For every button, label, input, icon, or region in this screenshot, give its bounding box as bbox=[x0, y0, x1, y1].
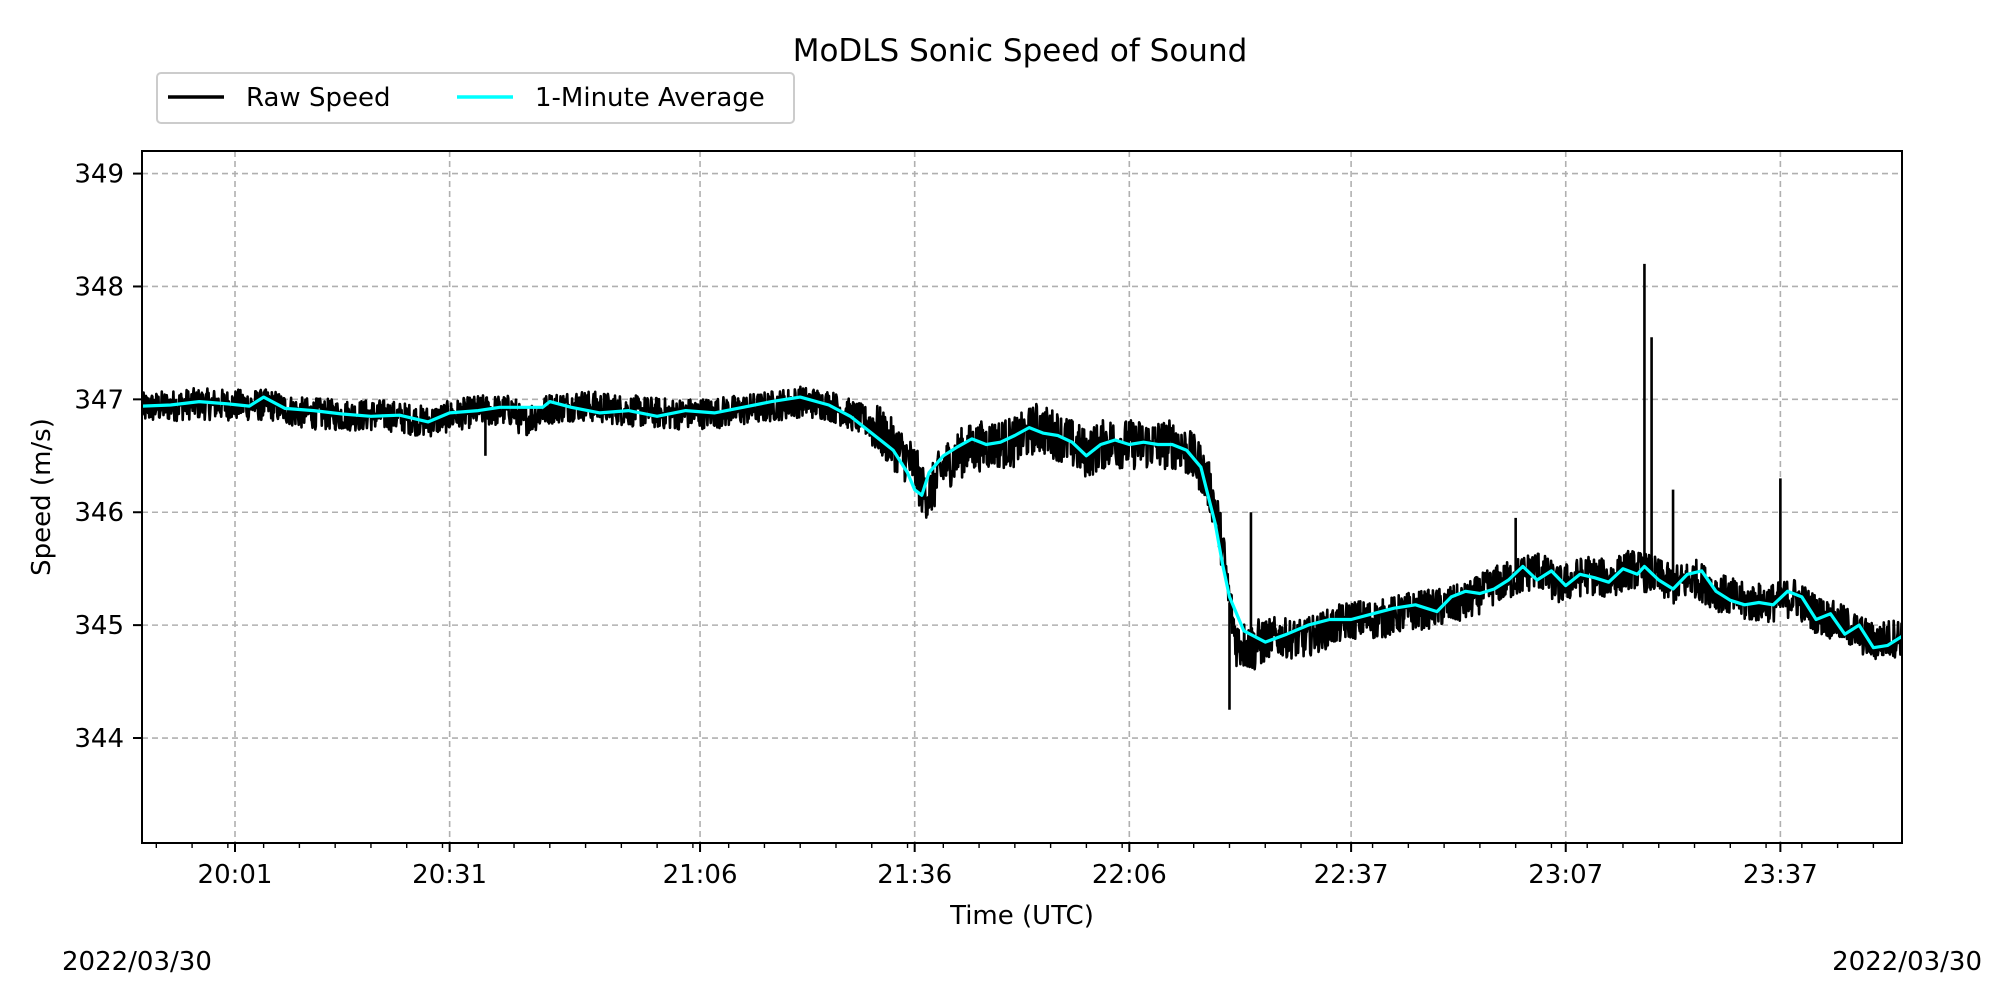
series-raw-speed bbox=[142, 263, 1902, 710]
date-label-right: 2022/03/30 bbox=[1832, 947, 1982, 977]
legend: Raw Speed 1-Minute Average bbox=[156, 72, 795, 124]
y-tick-label: 349 bbox=[74, 160, 124, 190]
x-tick-label: 20:31 bbox=[412, 860, 487, 890]
x-tick-label: 23:37 bbox=[1743, 860, 1818, 890]
axes-frame bbox=[141, 150, 1903, 844]
legend-label-1-minute-average: 1-Minute Average bbox=[535, 83, 765, 113]
y-tick-label: 344 bbox=[74, 724, 124, 754]
raw-speed-line bbox=[142, 385, 1902, 671]
plot-area bbox=[142, 263, 1902, 710]
y-axis: 344 345 346 347 348 349 bbox=[74, 160, 142, 754]
x-tick-label: 23:07 bbox=[1528, 860, 1603, 890]
y-tick-label: 346 bbox=[74, 498, 124, 528]
average-line bbox=[142, 395, 1902, 650]
x-tick-label: 20:01 bbox=[198, 860, 273, 890]
x-tick-label: 21:36 bbox=[877, 860, 952, 890]
gridlines bbox=[142, 151, 1902, 843]
y-tick-label: 347 bbox=[74, 385, 124, 415]
x-tick-label: 22:06 bbox=[1092, 860, 1167, 890]
chart-title: MoDLS Sonic Speed of Sound bbox=[793, 33, 1248, 69]
x-axis: 20:01 20:31 21:06 21:36 22:06 22:37 23:07 23:37 bbox=[155, 843, 1875, 890]
y-tick-label: 345 bbox=[74, 611, 124, 641]
legend-label-raw-speed: Raw Speed bbox=[246, 83, 390, 113]
x-tick-label: 21:06 bbox=[663, 860, 738, 890]
y-axis-label: Speed (m/s) bbox=[27, 418, 57, 576]
y-tick-label: 348 bbox=[74, 272, 124, 302]
date-label-left: 2022/03/30 bbox=[62, 947, 212, 977]
series-1-minute-average bbox=[142, 395, 1902, 650]
x-axis-label: Time (UTC) bbox=[949, 901, 1094, 931]
x-tick-label: 22:37 bbox=[1314, 860, 1389, 890]
